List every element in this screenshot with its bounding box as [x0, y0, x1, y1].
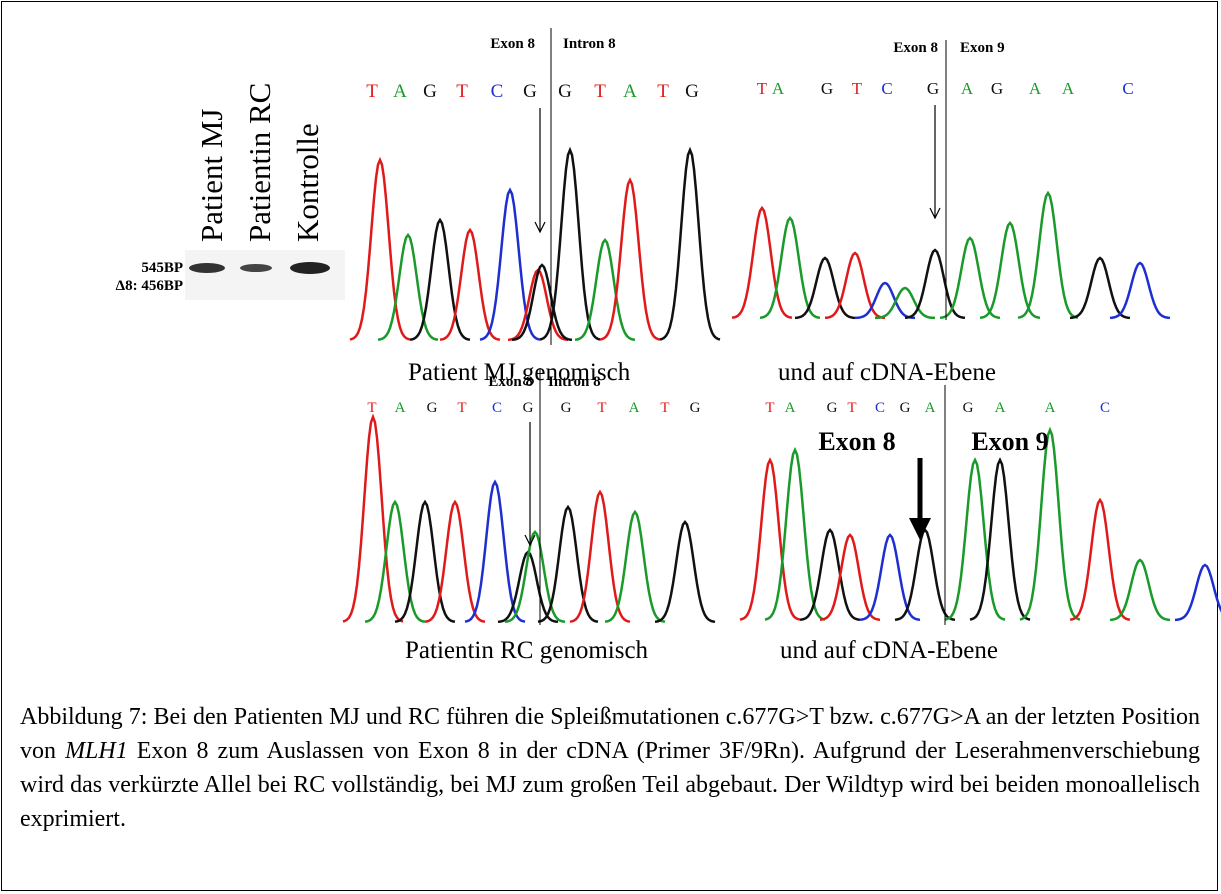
- base-letter: T: [366, 81, 378, 102]
- base-letter: T: [594, 81, 606, 102]
- base-letter: G: [900, 400, 911, 416]
- lane-label: Patient MJ: [194, 109, 229, 242]
- base-letter: A: [1045, 400, 1056, 416]
- base-letter: A: [1029, 79, 1042, 98]
- trace-peak: [875, 288, 935, 318]
- base-letter: C: [492, 400, 502, 416]
- trace-peak: [600, 180, 660, 340]
- trace-peak: [1110, 263, 1170, 318]
- trace-peak: [895, 530, 955, 620]
- base-letter: A: [785, 400, 796, 416]
- base-letter: A: [1062, 79, 1075, 98]
- base-letter: G: [991, 79, 1003, 98]
- lane-label: Kontrolle: [290, 123, 325, 242]
- figure-caption: Abbildung 7: Bei den Patienten MJ und RC…: [20, 700, 1200, 836]
- base-letter: T: [757, 79, 768, 98]
- base-letter: T: [852, 79, 863, 98]
- base-letter: G: [558, 81, 572, 102]
- trace-peak: [343, 417, 403, 622]
- base-letter: G: [690, 400, 701, 416]
- exon-label: Exon 9: [960, 40, 1005, 56]
- exon-label: Exon 8: [818, 427, 895, 456]
- caption-gene: MLH1: [65, 738, 128, 764]
- trace-peak: [570, 492, 630, 622]
- exon-label: Exon 8: [893, 40, 938, 56]
- trace-peak: [940, 238, 1000, 318]
- base-letter: G: [523, 81, 537, 102]
- base-letter: T: [367, 400, 376, 416]
- gel-background: [185, 250, 345, 300]
- panel-caption: und auf cDNA-Ebene: [780, 637, 998, 664]
- base-letter: G: [427, 400, 438, 416]
- base-letter: T: [765, 400, 774, 416]
- trace-peak: [905, 250, 965, 318]
- base-letter: C: [491, 81, 504, 102]
- exon-label: Intron 8: [548, 374, 601, 390]
- base-letter: A: [961, 79, 974, 98]
- trace-peak: [1070, 258, 1130, 318]
- band-label: Δ8: 456BP: [116, 278, 183, 294]
- base-letter: T: [657, 81, 669, 102]
- base-letter: A: [623, 81, 637, 102]
- exon-label: Exon 8: [488, 374, 533, 390]
- base-letter: A: [629, 400, 640, 416]
- base-letter: T: [847, 400, 856, 416]
- base-letter: G: [561, 400, 572, 416]
- gel-band: [290, 262, 330, 274]
- gel-band: [189, 263, 225, 273]
- trace-peak: [655, 522, 715, 622]
- base-letter: C: [1122, 79, 1133, 98]
- base-letter: A: [395, 400, 406, 416]
- base-letter: A: [393, 81, 407, 102]
- trace-peak: [1175, 565, 1221, 620]
- base-letter: A: [925, 400, 936, 416]
- chromatogram-panel: T A G T C G G T A T G Exon 8 Intron 8 Patientin RC ge…: [343, 368, 715, 664]
- lane-label: Patientin RC: [242, 83, 277, 242]
- chromatogram-panel: TAGTCGAGAACExon 8Exon 9und auf cDNA-Eben…: [740, 385, 1221, 664]
- base-letter: C: [881, 79, 892, 98]
- base-letter: T: [457, 400, 466, 416]
- trace-peak: [660, 150, 720, 340]
- trace-peak: [480, 190, 540, 340]
- base-letter: G: [423, 81, 437, 102]
- base-letter: G: [827, 400, 838, 416]
- panel-caption: Patientin RC genomisch: [405, 637, 649, 664]
- base-letter: G: [927, 79, 939, 98]
- chromatogram-panel: TAGTCGAGAACExon 8Exon 9und auf cDNA-Eben…: [732, 40, 1170, 386]
- trace-peak: [820, 535, 880, 620]
- trace-peak: [732, 208, 792, 318]
- trace-peak: [1070, 500, 1130, 620]
- trace-peak: [350, 160, 410, 340]
- base-letter: C: [875, 400, 885, 416]
- gel: Patient MJ Patientin RC Kontrolle 545BP …: [116, 83, 345, 300]
- exon-label: Intron 8: [563, 36, 616, 52]
- base-letter: G: [821, 79, 833, 98]
- trace-peak: [605, 512, 665, 622]
- trace-peak: [860, 535, 920, 620]
- exon-label: Exon 8: [490, 36, 535, 52]
- caption-text: Exon 8 zum Auslassen von Exon 8 in der c…: [20, 738, 1200, 832]
- trace-peak: [740, 460, 800, 620]
- page: Patient MJ Patientin RC Kontrolle 545BP …: [0, 0, 1221, 894]
- trace-peak: [1018, 193, 1078, 318]
- base-letter: T: [456, 81, 468, 102]
- base-letter: T: [597, 400, 606, 416]
- trace-peak: [465, 482, 525, 622]
- base-letter: G: [963, 400, 974, 416]
- band-label: 545BP: [141, 260, 183, 276]
- base-letter: G: [685, 81, 699, 102]
- base-letter: T: [660, 400, 669, 416]
- base-letter: G: [523, 400, 534, 416]
- base-letter: C: [1100, 400, 1110, 416]
- panel-caption: und auf cDNA-Ebene: [778, 359, 996, 386]
- gel-band: [240, 264, 272, 272]
- exon-label: Exon 9: [971, 427, 1048, 456]
- base-letter: A: [995, 400, 1006, 416]
- base-letter: A: [772, 79, 785, 98]
- trace-peak: [1020, 430, 1080, 620]
